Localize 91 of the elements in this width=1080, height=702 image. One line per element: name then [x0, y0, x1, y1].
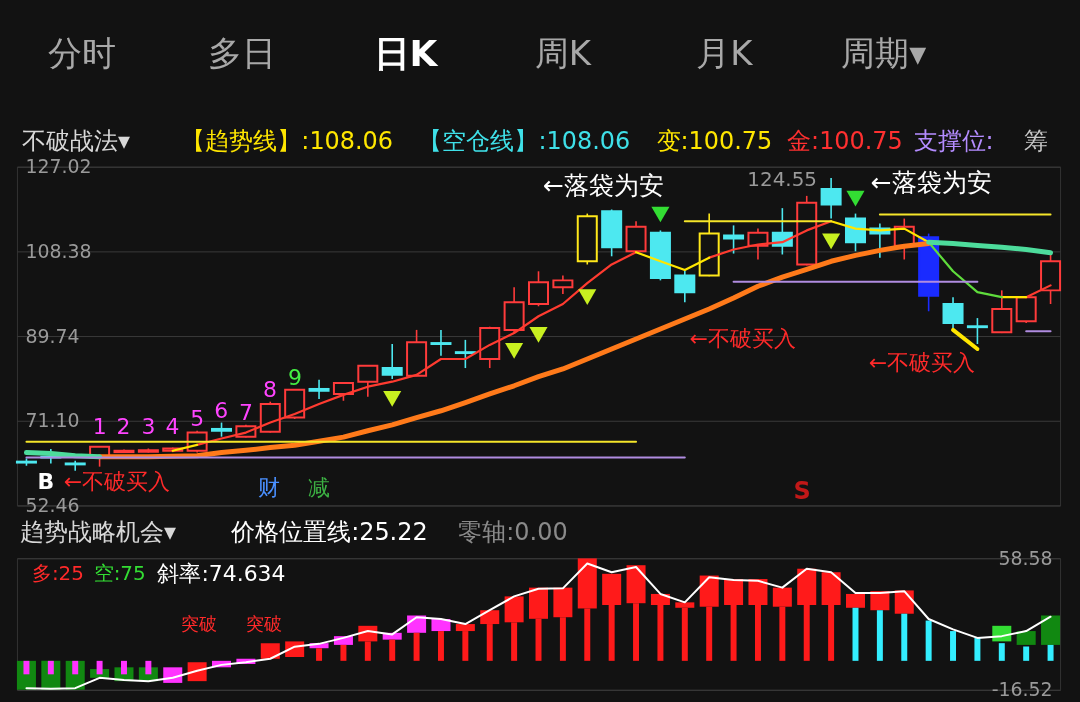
point — [822, 233, 841, 250]
annotation: 6 — [214, 397, 229, 423]
candlestick — [308, 379, 330, 400]
text: 金:100.75 — [787, 126, 903, 155]
candlestick — [430, 329, 452, 357]
bar — [876, 610, 883, 661]
bar — [389, 639, 396, 661]
annotation: 8 — [263, 376, 277, 402]
annotation: 减 — [307, 475, 330, 501]
bar — [413, 632, 420, 661]
candlestick — [357, 364, 379, 398]
chart-title: 趋势战略机会▾ — [19, 518, 176, 547]
text: 【空仓线】:108.06 — [418, 126, 631, 155]
point — [846, 190, 865, 207]
bar — [925, 620, 932, 661]
bar — [901, 613, 908, 661]
annotation: 突破 — [181, 612, 218, 634]
annotation: 5 — [190, 405, 205, 431]
bar — [72, 660, 79, 675]
bar — [23, 660, 30, 675]
text: 多日 — [208, 34, 277, 74]
bar — [998, 643, 1005, 661]
annotation: 突破 — [246, 612, 283, 634]
annotation: 多:25 — [31, 562, 84, 586]
point — [529, 327, 548, 343]
candlestick — [552, 274, 574, 295]
annotation: S — [793, 477, 811, 506]
chart-title: 不破战法▾ — [21, 126, 130, 155]
candlestick — [723, 224, 745, 255]
text: 日K — [373, 33, 439, 75]
annotation: ←不破买入 — [868, 349, 976, 375]
point — [578, 289, 597, 306]
bar — [340, 644, 347, 661]
y-tick-label: 58.58 — [998, 546, 1053, 569]
text: 【趋势线】:108.06 — [181, 126, 394, 155]
text: 周期▾ — [841, 34, 927, 74]
candlestick — [454, 339, 476, 369]
y-tick-label: 52.46 — [25, 493, 80, 516]
candlestick — [991, 289, 1013, 334]
text: 变:100.75 — [656, 126, 773, 155]
annotation: 7 — [239, 399, 254, 425]
bar — [845, 593, 865, 608]
text: 月K — [696, 34, 754, 74]
y-tick-label: 71.10 — [25, 409, 80, 432]
candlestick — [674, 269, 696, 303]
annotation: 2 — [116, 413, 131, 439]
annotation: 3 — [141, 413, 156, 439]
annotation: B — [37, 468, 55, 494]
bar — [1047, 644, 1054, 661]
text: 周K — [534, 34, 592, 74]
text: 零轴:0.00 — [458, 518, 568, 547]
annotation: ←落袋为安 — [542, 170, 664, 200]
annotation: 斜率:74.634 — [157, 561, 286, 587]
bar — [1041, 615, 1061, 645]
annotation: ←不破买入 — [63, 468, 171, 494]
bar — [950, 631, 957, 661]
annotation: ←不破买入 — [689, 326, 796, 352]
bar — [47, 660, 54, 675]
point — [651, 206, 670, 223]
bar — [120, 660, 127, 675]
bar — [96, 660, 103, 675]
bar — [1016, 631, 1036, 645]
candlestick — [844, 212, 866, 253]
bar — [974, 637, 981, 661]
bar — [316, 648, 323, 661]
annotation: 空:75 — [93, 562, 146, 586]
y-tick-label: 108.38 — [25, 239, 92, 262]
annotation: 124.55 — [747, 167, 817, 191]
bar — [1023, 646, 1030, 661]
y-tick-label: -16.52 — [991, 678, 1053, 701]
bar — [260, 643, 280, 659]
text: 价格位置线:25.22 — [230, 518, 428, 547]
candlestick — [966, 317, 988, 345]
candlestick — [528, 270, 550, 308]
annotation: 4 — [165, 413, 180, 439]
text: 支撑位: — [913, 126, 994, 155]
candlestick — [820, 177, 842, 220]
text: 分时 — [47, 34, 116, 74]
y-tick-label: 127.02 — [25, 155, 92, 178]
y-tick-label: 89.74 — [25, 324, 80, 347]
candlestick — [381, 343, 403, 380]
annotation: ←落袋为安 — [870, 167, 992, 197]
bar — [437, 631, 444, 661]
annotation: 9 — [287, 364, 302, 390]
annotation: 财 — [258, 475, 280, 501]
point — [383, 391, 402, 407]
annotation: 1 — [92, 413, 107, 439]
candlestick — [942, 296, 964, 329]
text: 筹 — [1024, 126, 1049, 155]
bar — [145, 660, 152, 675]
point — [505, 342, 524, 359]
